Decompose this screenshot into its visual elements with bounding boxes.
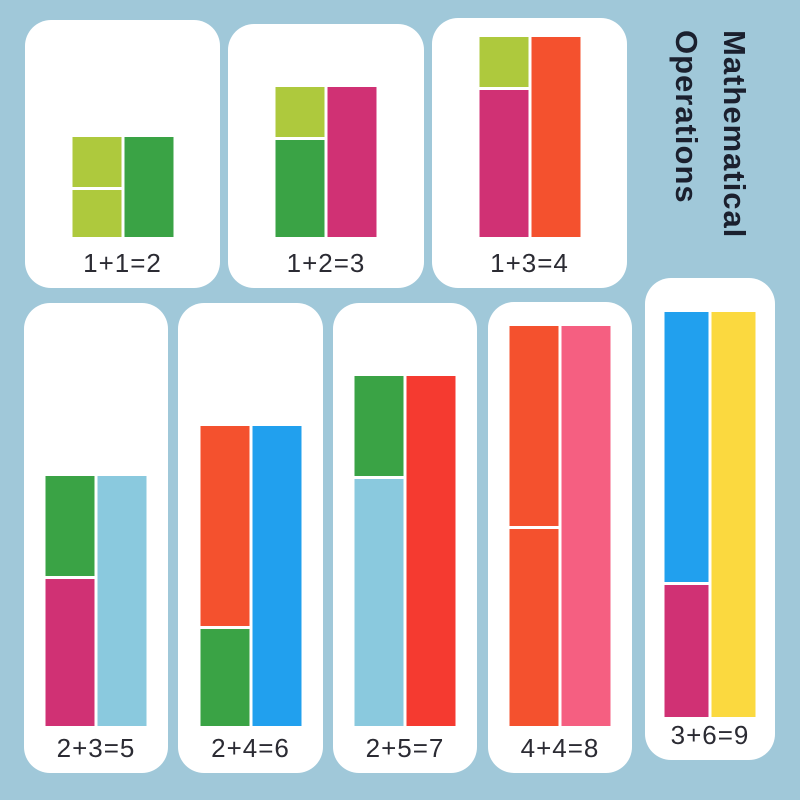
block-columns [45,476,147,726]
equation-label: 1+2=3 [286,248,366,278]
yellow-green-block[interactable] [275,87,325,137]
sum-column [531,37,580,237]
page-title-line-1: Mathematical [717,30,752,239]
equation-card: 2+5=7 [333,303,477,773]
green-block[interactable] [354,376,404,476]
equation-label: 2+3=5 [56,733,136,763]
magenta-block[interactable] [479,87,528,237]
green-block[interactable] [45,476,95,576]
pink-block[interactable] [561,326,611,726]
addend-column [664,312,709,717]
block-columns [354,376,456,726]
yellow-green-block[interactable] [479,37,528,87]
magenta-block[interactable] [327,87,377,237]
equation-card: 3+6=9 [645,278,775,760]
red-block[interactable] [406,376,456,726]
addend-column [354,376,404,726]
orange-block[interactable] [509,326,559,526]
block-columns [72,137,173,237]
page-title-line-2: Operations [669,30,704,204]
equation-card: 1+3=4 [432,18,627,288]
page-title: Mathematical Operations [662,30,758,238]
sum-column [97,476,147,726]
equation-card: 2+4=6 [178,303,323,773]
green-block[interactable] [275,137,325,237]
addend-column [509,326,559,726]
orange-block[interactable] [531,37,580,237]
magenta-block[interactable] [45,576,95,726]
light-blue-block[interactable] [97,476,147,726]
equation-label: 4+4=8 [520,733,600,763]
equation-card: 1+1=2 [25,20,220,288]
block-columns [664,312,756,717]
sum-column [252,426,301,726]
addend-column [45,476,95,726]
block-columns [275,87,377,237]
sum-column [327,87,377,237]
block-columns [509,326,611,726]
addend-column [275,87,325,237]
magenta-block[interactable] [664,582,709,717]
orange-block[interactable] [200,426,249,626]
equation-card: 2+3=5 [24,303,168,773]
equation-card: 4+4=8 [488,302,632,773]
sum-column [711,312,756,717]
blue-block[interactable] [252,426,301,726]
light-blue-block[interactable] [354,476,404,726]
equation-label: 2+4=6 [211,733,290,763]
green-block[interactable] [124,137,173,237]
block-columns [479,37,580,237]
addend-column [72,137,121,237]
blue-block[interactable] [664,312,709,582]
yellow-green-block[interactable] [72,187,121,237]
equation-label: 1+3=4 [490,248,569,278]
equation-label: 1+1=2 [83,248,162,278]
block-columns [200,426,301,726]
sum-column [561,326,611,726]
addend-column [200,426,249,726]
equation-label: 3+6=9 [670,720,750,750]
sum-column [406,376,456,726]
equation-label: 2+5=7 [365,733,445,763]
addend-column [479,37,528,237]
orange-block[interactable] [509,526,559,726]
sum-column [124,137,173,237]
yellow-green-block[interactable] [72,137,121,187]
green-block[interactable] [200,626,249,726]
yellow-block[interactable] [711,312,756,717]
equation-card: 1+2=3 [228,24,424,288]
